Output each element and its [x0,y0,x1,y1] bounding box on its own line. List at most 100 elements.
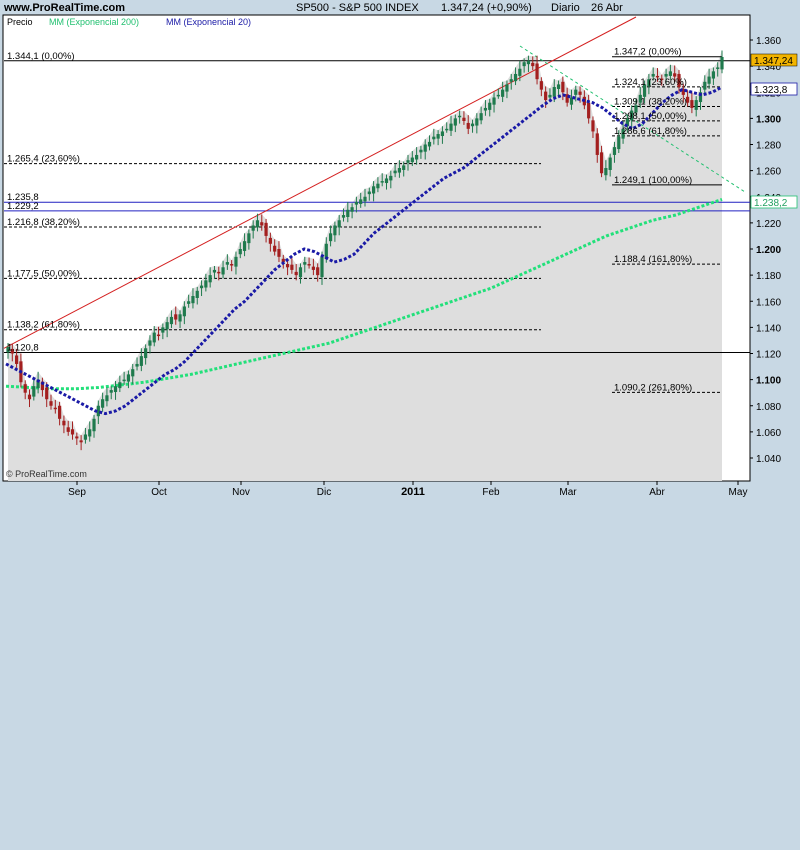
candle-body [406,160,410,163]
candle-body [535,63,539,80]
candle-body [492,97,496,105]
candle-body [230,264,234,266]
candle-body [281,258,285,263]
date-label: 26 Abr [591,2,623,14]
candle-body [440,131,445,137]
ema200-path [5,197,723,391]
candle-body [204,280,208,288]
y-axis-ticks: 1.040 1.060 1.080 1.100 1.120 1.140 1.160 1.180… [750,36,781,465]
candle-body [131,369,135,377]
svg-text:1.323,8: 1.323,8 [754,85,788,96]
candle-body [264,222,268,236]
candle-body [199,285,204,289]
candle-body [10,348,14,354]
candle-body [548,94,552,98]
candle-body [612,147,617,155]
candle-body [273,245,277,252]
fib-label-right: 1.090,2 (261,80%) [614,382,692,393]
candle-body [169,316,174,325]
candle-body [685,96,690,103]
candle-body [294,271,298,276]
y-tick-label: 1.260 [756,167,781,178]
candle-body [32,386,36,397]
candle-body [15,355,19,364]
candle-body [320,256,324,278]
candle-body [544,91,548,101]
candle-body [526,60,531,65]
candle-body [156,334,161,337]
fib-label-right: 1.249,1 (100,00%) [614,175,692,186]
svg-text:1.347,24: 1.347,24 [754,56,793,67]
candle-body [449,123,453,131]
candle-body [152,332,156,343]
candle-body [599,152,604,174]
candle-body [505,84,509,92]
candle-body [552,87,556,97]
candle-body [187,301,191,304]
candle-body [354,201,358,205]
candle-body [122,379,126,382]
candle-body [664,73,668,77]
candle-body [62,420,66,426]
candle-body [668,71,672,76]
candle-body [518,68,522,76]
candle-body [79,440,83,443]
candle-body [105,395,109,402]
x-tick-label: Mar [559,487,577,498]
candle-body [655,75,660,78]
candle-body [372,186,376,194]
candle-body [221,267,225,275]
candle-body [630,110,634,121]
candle-body [247,233,251,244]
candle-body [475,118,479,126]
price-tag-ema200: 1.238,2 [750,195,798,209]
site-name: www.ProRealTime.com [3,2,125,14]
candle-body [6,346,10,353]
candle-body [634,105,638,113]
candle-body [574,89,578,95]
x-tick-label: Oct [151,487,167,498]
svg-text:1.238,2: 1.238,2 [754,198,788,209]
candle-body [681,88,685,95]
x-tick-label: May [729,487,748,498]
y-tick-label: 1.360 [756,36,781,47]
last-quote: 1.347,24 (+0,90%) [441,2,532,14]
candle-body [58,405,62,419]
candle-body [88,429,92,437]
candle-body [333,225,337,236]
candle-body [389,175,393,181]
candle-body [109,390,113,393]
y-tick-label: 1.060 [756,428,781,439]
candle-body [255,220,260,228]
y-tick-label: 1.080 [756,402,781,413]
candle-body [66,427,70,432]
y-tick-label: 1.300 [756,114,781,125]
candle-body [242,241,247,251]
watermark: © ProRealTime.com [6,469,87,479]
candle-body [587,102,591,119]
candle-body [423,144,427,152]
ema20-line [5,85,723,416]
candle-body [642,84,647,97]
candle-body [83,434,88,440]
x-tick-label: 2011 [401,486,425,498]
fib-label-left: 1.138,2 (61,80%) [7,320,80,331]
candle-body [565,94,569,103]
candle-body [341,215,346,218]
candle-body [703,81,707,90]
candle-body [677,73,681,88]
price-area [8,50,722,481]
candle-body [470,123,475,127]
candle-body [234,256,238,267]
fib-label-right: 1.347,2 (0,00%) [614,47,682,58]
legend-price: Precio [7,17,33,27]
fib-label-left: 1.265,4 (23,60%) [7,154,80,165]
candle-body [285,264,290,268]
x-tick-label: Feb [482,487,500,498]
price-tag-ema20: 1.323,8 [750,82,798,96]
candle-body [118,382,122,389]
candle-body [359,199,363,204]
ema200-line [5,197,723,391]
candle-body [380,181,384,183]
y-tick-label: 1.200 [756,245,781,256]
